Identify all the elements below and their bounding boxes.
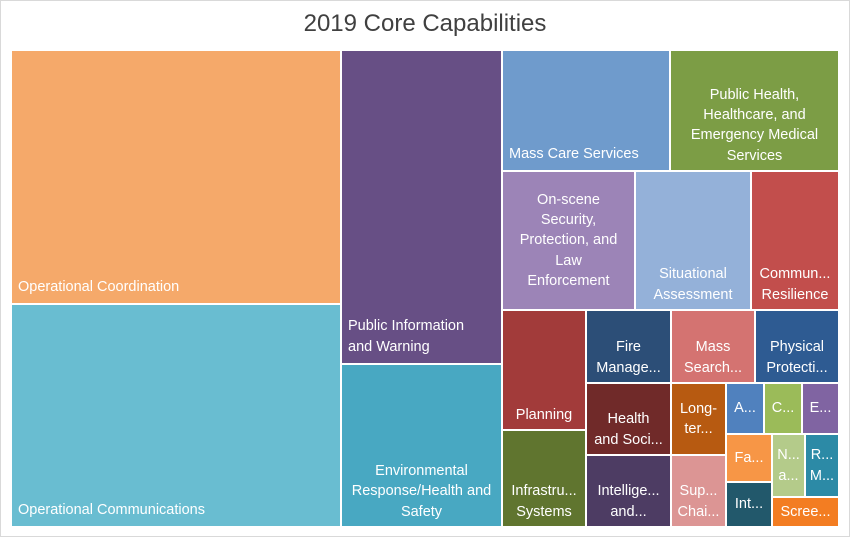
tile-label: Fire Manage... <box>596 339 661 376</box>
treemap-tile-3: Environmental Response/Health and Safety <box>342 365 501 526</box>
tile-label: Health and Soci... <box>594 411 663 448</box>
tile-label: Commun... Resilience <box>759 266 831 303</box>
treemap-tile-8: Commun... Resilience <box>752 172 838 309</box>
treemap-tile-2: Public Information and Warning <box>342 51 501 363</box>
tile-label: A... <box>734 400 756 417</box>
treemap-tile-6: On-scene Security, Protection, and Law E… <box>503 172 634 309</box>
treemap-tile-13: Health and Soci... <box>587 384 670 454</box>
treemap-tile-0: Operational Coordination <box>12 51 340 303</box>
tile-label: Fa... <box>734 449 764 466</box>
tile-label: R... M... <box>809 447 835 484</box>
tile-label: Sup... Chai... <box>677 483 720 520</box>
tile-label: Environmental Response/Health and Safety <box>351 463 492 520</box>
treemap-tile-22: N... a... <box>773 435 804 496</box>
treemap-tile-15: A... <box>727 384 763 433</box>
tile-label: Planning <box>515 406 573 423</box>
tile-label: Long- ter... <box>679 400 718 437</box>
treemap-tile-9: Planning <box>503 311 585 429</box>
treemap-tile-16: C... <box>765 384 801 433</box>
tile-label: Operational Communications <box>18 501 205 518</box>
tile-label: Operational Coordination <box>18 278 180 295</box>
tile-label: C... <box>771 400 795 417</box>
tile-label: Int... <box>734 496 764 513</box>
treemap-tile-11: Mass Search... <box>672 311 754 382</box>
tile-label: Mass Search... <box>683 339 743 376</box>
treemap-tile-25: Scree... <box>773 498 838 526</box>
treemap-tile-1: Operational Communications <box>12 305 340 526</box>
chart-title: 2019 Core Capabilities <box>303 10 547 37</box>
tile-label: Mass Care Services <box>509 145 639 162</box>
tile-label: Physical Protecti... <box>766 339 828 376</box>
treemap-tile-7: Situational Assessment <box>636 172 750 309</box>
treemap-tile-17: E... <box>803 384 838 433</box>
treemap-tile-14: Long- ter... <box>672 384 725 454</box>
treemap-tile-24: Int... <box>727 483 771 526</box>
tile-label: On-scene Security, Protection, and Law E… <box>519 191 618 289</box>
treemap-tile-4: Mass Care Services <box>503 51 669 170</box>
tile-label: Public Health, Healthcare, and Emergency… <box>690 86 819 164</box>
treemap-tile-23: R... M... <box>806 435 838 496</box>
tile-label: N... a... <box>777 447 800 484</box>
treemap-tile-21: Fa... <box>727 435 771 481</box>
treemap-tile-5: Public Health, Healthcare, and Emergency… <box>671 51 838 170</box>
treemap-tile-12: Physical Protecti... <box>756 311 838 382</box>
tile-label: Scree... <box>780 503 831 520</box>
tile-label: Public Information and Warning <box>348 318 465 355</box>
tile-label: Situational Assessment <box>653 266 733 303</box>
treemap-tile-19: Intellige... and... <box>587 456 670 526</box>
tile-label: Infrastru... Systems <box>511 483 577 520</box>
treemap-tile-20: Sup... Chai... <box>672 456 725 526</box>
treemap-tile-18: Infrastru... Systems <box>503 431 585 526</box>
tile-label: E... <box>809 400 832 417</box>
tile-label: Intellige... and... <box>597 483 660 520</box>
treemap-tile-10: Fire Manage... <box>587 311 670 382</box>
